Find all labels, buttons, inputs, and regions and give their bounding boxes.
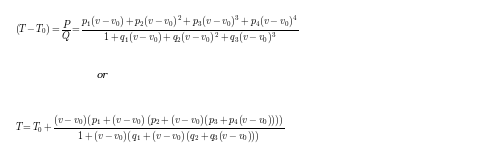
- Text: $(T - T_0) = \dfrac{P}{Q} = \dfrac{p_1(v - v_0) + p_2(v - v_0)^2 + p_3(v - v_0)^: $(T - T_0) = \dfrac{P}{Q} = \dfrac{p_1(v…: [15, 14, 298, 46]
- Text: or: or: [97, 71, 108, 80]
- Text: $T = T_0 + \dfrac{(v - v_0)(\, p_1 + (v - v_0)\,(p_2 + (v - v_0)(\, p_3 + p_4(v : $T = T_0 + \dfrac{(v - v_0)(\, p_1 + (v …: [15, 113, 284, 144]
